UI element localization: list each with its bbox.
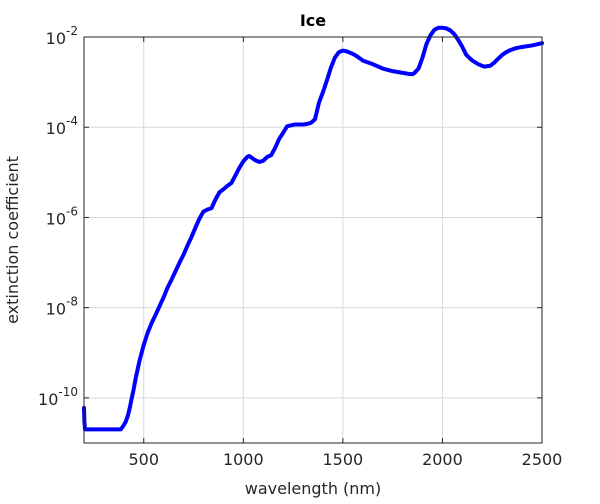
y-tick-label-exponent: -6 [66, 204, 78, 218]
x-tick-label: 1500 [323, 450, 364, 469]
y-tick-label-base: 10 [46, 300, 66, 319]
y-tick-label-base: 10 [46, 29, 66, 48]
x-tick-label: 2500 [522, 450, 563, 469]
grid-layer [84, 37, 542, 443]
y-tick-label: 10-2 [46, 24, 78, 48]
series-layer [82, 25, 544, 432]
chart-title: Ice [300, 11, 326, 30]
y-tick-label: 10-10 [38, 385, 78, 409]
y-tick-label-base: 10 [46, 119, 66, 138]
y-tick-label-exponent: -8 [66, 295, 78, 309]
x-tick-label: 2000 [422, 450, 463, 469]
y-tick-label-exponent: -2 [66, 24, 78, 38]
axes-box [83, 36, 543, 444]
y-axis-label: extinction coefficient [3, 156, 22, 324]
x-tick-label: 1000 [223, 450, 264, 469]
series-line-0 [82, 25, 544, 432]
x-tick-label: 500 [128, 450, 159, 469]
y-tick-label-base: 10 [38, 390, 58, 409]
y-tick-label-exponent: -4 [66, 114, 78, 128]
y-tick-label-base: 10 [46, 209, 66, 228]
x-axis-label: wavelength (nm) [245, 479, 382, 498]
y-tick-label: 10-4 [46, 114, 78, 138]
y-tick-label: 10-8 [46, 295, 78, 319]
y-tick-label-exponent: -10 [58, 385, 78, 399]
y-tick-label: 10-6 [46, 204, 78, 228]
